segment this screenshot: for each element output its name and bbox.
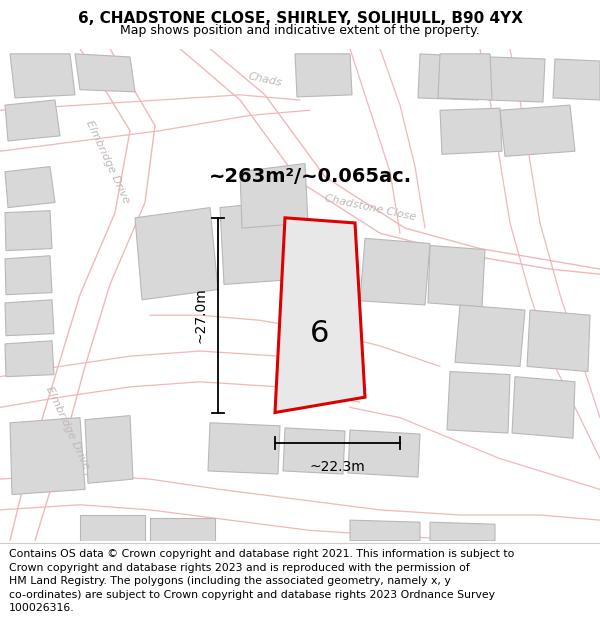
Text: Chadstone Close: Chadstone Close (323, 193, 416, 222)
Text: ~27.0m: ~27.0m (194, 288, 208, 343)
Polygon shape (5, 300, 54, 336)
Text: Map shows position and indicative extent of the property.: Map shows position and indicative extent… (120, 24, 480, 36)
Polygon shape (418, 54, 480, 100)
Polygon shape (10, 418, 85, 494)
Polygon shape (527, 310, 590, 371)
Text: HM Land Registry. The polygons (including the associated geometry, namely x, y: HM Land Registry. The polygons (includin… (9, 576, 451, 586)
Polygon shape (447, 371, 510, 433)
Polygon shape (512, 377, 575, 438)
Polygon shape (5, 211, 52, 251)
Polygon shape (283, 428, 345, 474)
Polygon shape (208, 422, 280, 474)
Polygon shape (5, 100, 60, 141)
Polygon shape (240, 164, 308, 228)
Polygon shape (85, 416, 133, 483)
Polygon shape (430, 522, 495, 541)
Text: 6, CHADSTONE CLOSE, SHIRLEY, SOLIHULL, B90 4YX: 6, CHADSTONE CLOSE, SHIRLEY, SOLIHULL, B… (77, 11, 523, 26)
Polygon shape (150, 518, 215, 541)
Text: Crown copyright and database rights 2023 and is reproduced with the permission o: Crown copyright and database rights 2023… (9, 562, 470, 572)
Polygon shape (5, 341, 54, 377)
Polygon shape (440, 108, 502, 154)
Text: ~22.3m: ~22.3m (310, 459, 365, 474)
Text: Chads: Chads (247, 71, 283, 88)
Polygon shape (275, 218, 365, 412)
Polygon shape (428, 246, 485, 307)
Text: Elmbridge Drive: Elmbridge Drive (85, 118, 131, 204)
Polygon shape (455, 305, 525, 366)
Text: ~263m²/~0.065ac.: ~263m²/~0.065ac. (208, 168, 412, 186)
Polygon shape (348, 430, 420, 477)
Polygon shape (5, 167, 55, 208)
Polygon shape (220, 201, 296, 284)
Text: Contains OS data © Crown copyright and database right 2021. This information is : Contains OS data © Crown copyright and d… (9, 549, 514, 559)
Polygon shape (500, 105, 575, 156)
Text: co-ordinates) are subject to Crown copyright and database rights 2023 Ordnance S: co-ordinates) are subject to Crown copyr… (9, 589, 495, 599)
Polygon shape (295, 54, 352, 97)
Text: 6: 6 (310, 319, 329, 348)
Polygon shape (488, 57, 545, 102)
Polygon shape (438, 54, 492, 100)
Polygon shape (5, 256, 52, 294)
Text: Elmbridge Drive: Elmbridge Drive (44, 385, 92, 471)
Polygon shape (350, 520, 420, 541)
Polygon shape (360, 238, 430, 305)
Polygon shape (135, 208, 218, 300)
Polygon shape (553, 59, 600, 100)
Text: 100026316.: 100026316. (9, 603, 74, 613)
Polygon shape (75, 54, 135, 92)
Polygon shape (80, 515, 145, 541)
Polygon shape (10, 54, 75, 98)
